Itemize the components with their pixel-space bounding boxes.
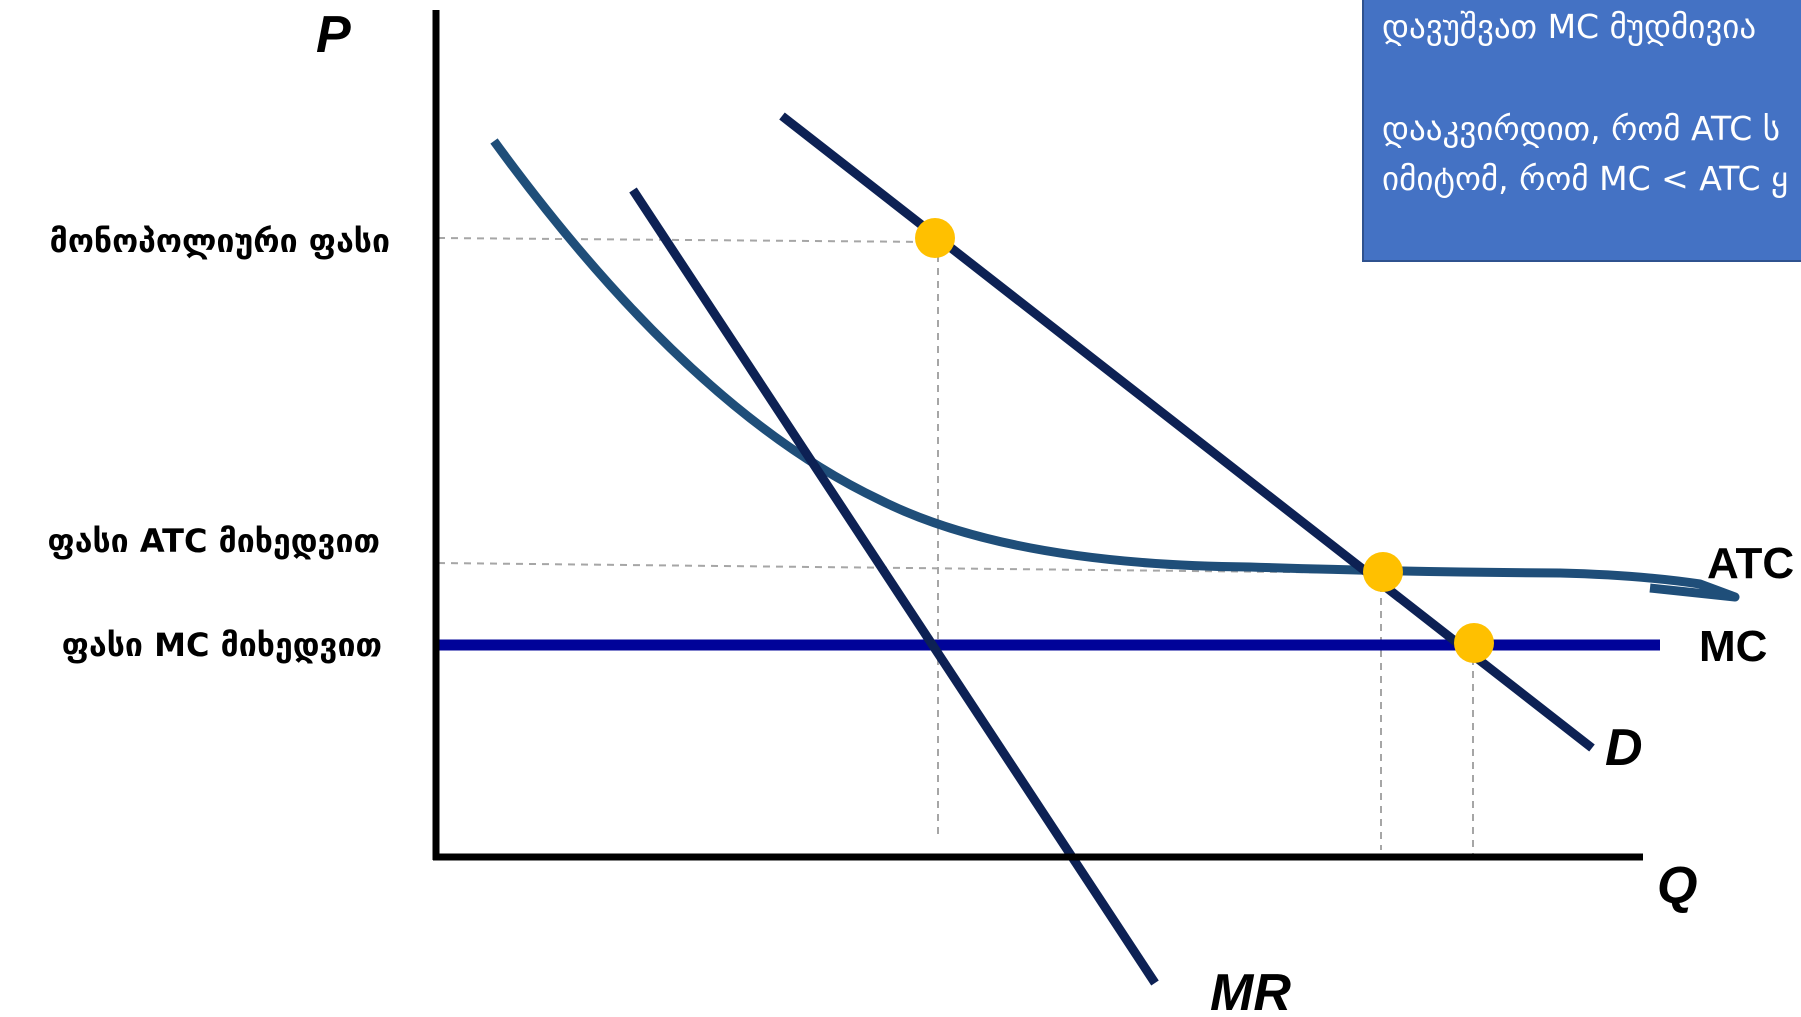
key-points bbox=[915, 218, 1494, 663]
monopoly-point bbox=[915, 218, 955, 258]
atc-label: ATC bbox=[1707, 539, 1794, 588]
x-axis-label: Q bbox=[1657, 857, 1697, 915]
note-line-3: იმიტომ, რომ MC < ATC ყ bbox=[1382, 159, 1789, 198]
y-axis-label: P bbox=[316, 6, 351, 64]
monopoly-price-label: მონოპოლიური ფასი bbox=[50, 222, 390, 260]
demand-label: D bbox=[1605, 719, 1643, 777]
mr-label: MR bbox=[1210, 964, 1291, 1017]
mc-label: MC bbox=[1699, 622, 1767, 671]
note-line-1: დავუშვათ MC მუდმივია bbox=[1382, 7, 1757, 46]
note-box: დავუშვათ MC მუდმივია დააკვირდით, რომ ATC… bbox=[1362, 0, 1801, 262]
mc-price-label: ფასი MC მიხედვით bbox=[62, 626, 382, 664]
mc-demand-point bbox=[1454, 623, 1494, 663]
note-line-2: დააკვირდით, რომ ATC ს bbox=[1382, 109, 1781, 148]
atc-demand-point bbox=[1363, 552, 1403, 592]
guide-monopoly-price bbox=[437, 237, 936, 243]
guide-lines bbox=[437, 237, 1474, 855]
atc-price-label: ფასი ATC მიხედვით bbox=[47, 522, 380, 560]
guide-atc-price bbox=[437, 562, 1381, 574]
mr-line bbox=[629, 187, 1159, 986]
atc-curve bbox=[490, 138, 1740, 602]
